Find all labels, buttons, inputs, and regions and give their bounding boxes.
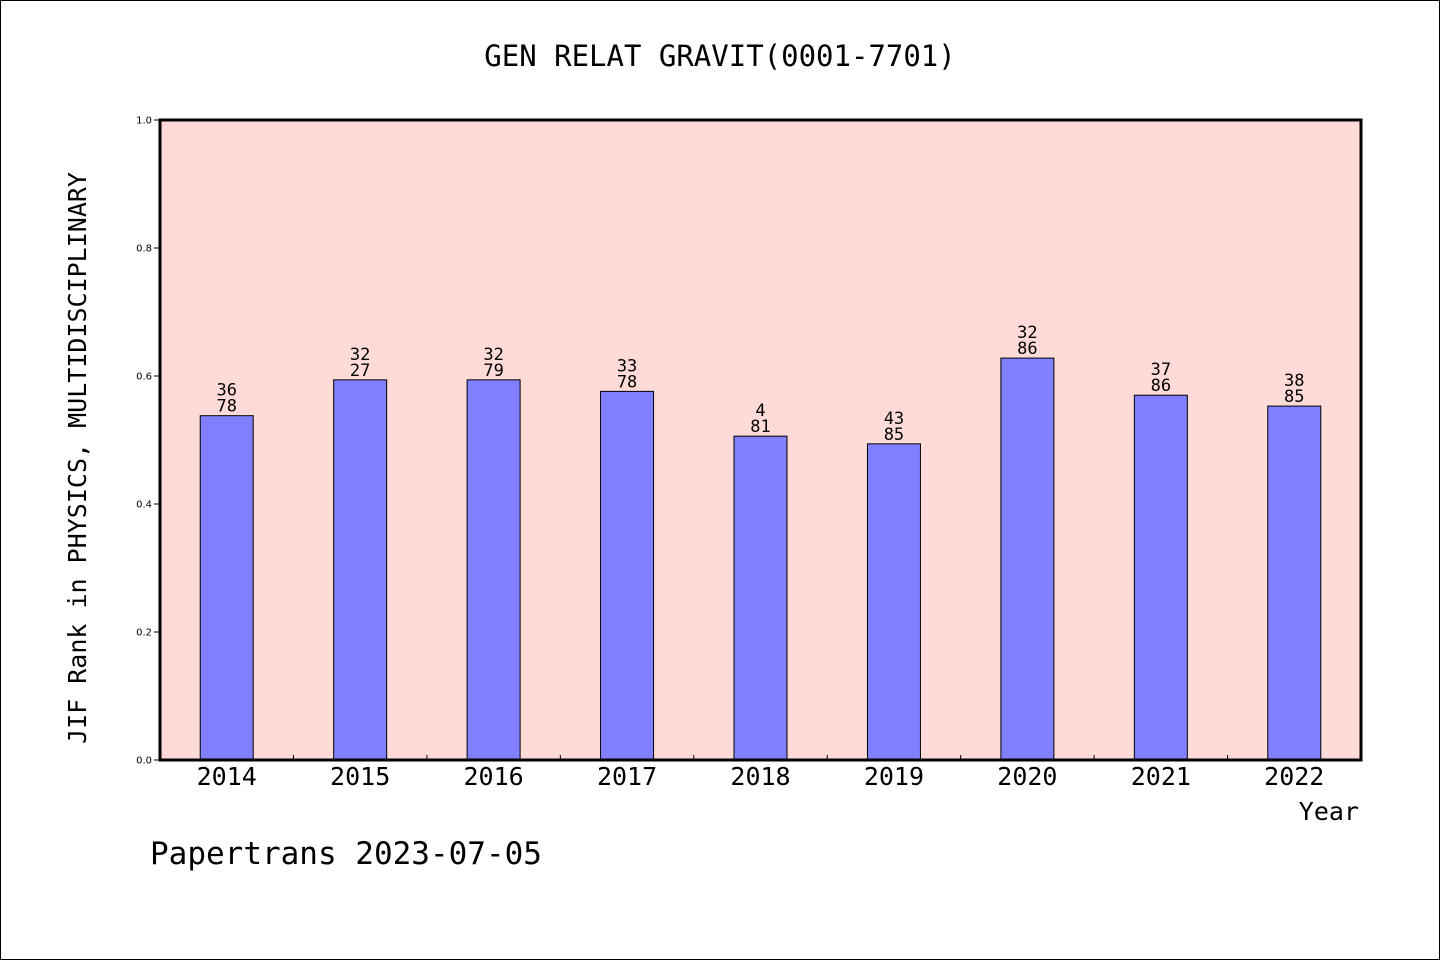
bar-2015 bbox=[333, 379, 388, 761]
bar-label-bottom: 27 bbox=[350, 361, 370, 381]
bar-2020 bbox=[1000, 357, 1055, 761]
bar-label-top: 43 bbox=[884, 409, 904, 429]
bar-2014 bbox=[199, 415, 254, 761]
plot-border bbox=[158, 118, 1363, 762]
bar-label-top: 32 bbox=[350, 345, 370, 365]
bar-2017 bbox=[600, 390, 655, 761]
bar-label-bottom: 86 bbox=[1151, 376, 1171, 396]
chart-title: GEN RELAT GRAVIT(0001-7701) bbox=[484, 39, 955, 73]
x-tick-label: 2021 bbox=[1131, 762, 1191, 791]
bar-label-bottom: 86 bbox=[1017, 339, 1037, 359]
bar-label-top: 4 bbox=[755, 401, 765, 421]
bar-2018 bbox=[733, 435, 788, 761]
bar-label-bottom: 78 bbox=[617, 372, 637, 392]
bar-label-top: 33 bbox=[617, 356, 637, 376]
x-tick-label: 2019 bbox=[864, 762, 924, 791]
bar-label-top: 32 bbox=[483, 345, 503, 365]
bar-2021 bbox=[1133, 394, 1188, 761]
y-axis-label: JIF Rank in PHYSICS, MULTIDISCIPLINARY bbox=[63, 172, 92, 744]
bar-label-top: 36 bbox=[216, 381, 236, 401]
x-tick-label: 2015 bbox=[330, 762, 390, 791]
bar-label-bottom: 85 bbox=[1284, 387, 1304, 407]
y-tick-label: 0.0 bbox=[136, 756, 152, 767]
bars-group bbox=[199, 357, 1322, 761]
y-tick-label: 0.8 bbox=[136, 244, 152, 255]
bar-label-top: 38 bbox=[1284, 371, 1304, 391]
x-axis-label: Year bbox=[1299, 797, 1359, 826]
bar-2022 bbox=[1267, 405, 1322, 761]
bar-label-top: 32 bbox=[1017, 323, 1037, 343]
y-tick-label: 0.6 bbox=[136, 372, 152, 383]
y-tick-label: 0.2 bbox=[136, 628, 152, 639]
bar-label-bottom: 81 bbox=[750, 417, 770, 437]
x-tick-label: 2020 bbox=[997, 762, 1057, 791]
y-tick-label: 0.4 bbox=[136, 500, 152, 511]
bar-label-top: 37 bbox=[1151, 360, 1171, 380]
bar-label-bottom: 78 bbox=[216, 397, 236, 417]
bar-2019 bbox=[866, 443, 921, 761]
footer-text: Papertrans 2023-07-05 bbox=[150, 836, 542, 872]
x-tick-label: 2016 bbox=[464, 762, 524, 791]
y-tick-label: 1.0 bbox=[136, 116, 152, 127]
x-tick-label: 2014 bbox=[197, 762, 257, 791]
bar-label-bottom: 85 bbox=[884, 425, 904, 445]
x-axis: 2014 2015 2016 2017 2018 2019 2020 2021 2022 bbox=[197, 755, 1324, 791]
bar-label-bottom: 79 bbox=[483, 361, 503, 381]
x-tick-label: 2017 bbox=[597, 762, 657, 791]
x-tick-label: 2018 bbox=[730, 762, 790, 791]
x-tick-label: 2022 bbox=[1264, 762, 1324, 791]
bar-2016 bbox=[466, 379, 521, 761]
y-axis: 0.0 0.2 0.4 0.6 0.8 1.0 bbox=[136, 116, 160, 767]
